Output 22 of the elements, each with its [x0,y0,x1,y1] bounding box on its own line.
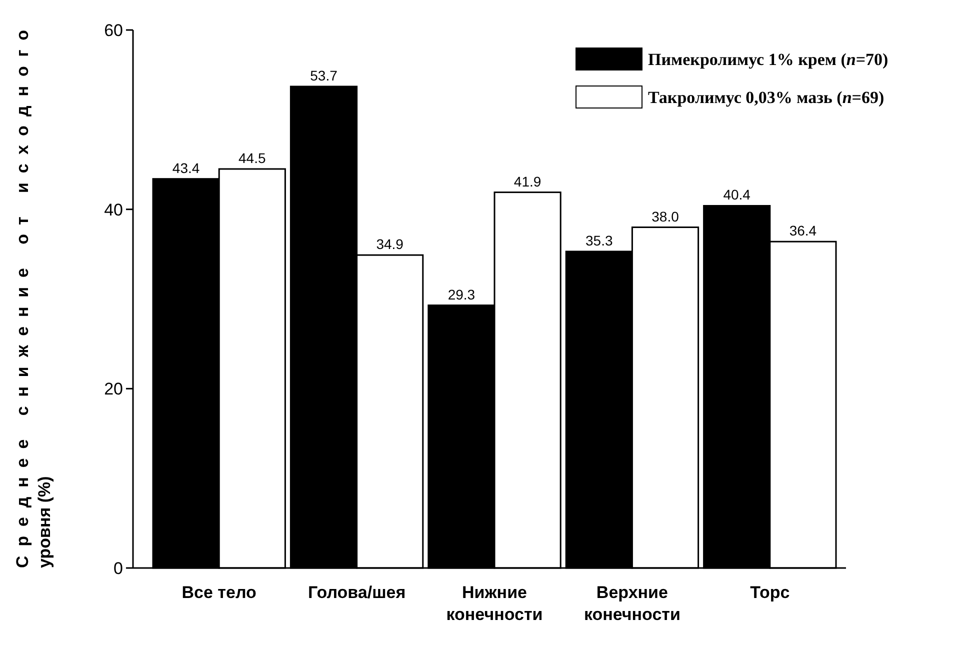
legend-label: Такролимус 0,03% мазь (n=69) [648,88,884,107]
data-label: 35.3 [586,232,613,248]
y-tick-label: 40 [104,200,123,220]
data-label: 44.5 [238,150,266,166]
y-tick-label: 0 [114,558,123,578]
data-label: 43.4 [172,160,200,176]
data-label: 36.4 [789,222,817,239]
x-tick-label: Голова/шея [308,583,406,602]
y-axis-title: Среднее снижение от исходного уровня (%) [13,30,54,568]
data-label: 41.9 [514,173,542,190]
legend-label: Пимекролимус 1% крем (n=70) [648,50,888,69]
y-tick-label: 20 [104,380,123,399]
data-label: 53.7 [310,67,338,84]
data-label: 34.9 [376,236,404,252]
x-tick-label: Нижние конечности [446,583,543,624]
data-label: 29.3 [448,286,476,302]
x-tick-label: Все тело [182,583,256,602]
data-label: 38.0 [652,208,680,224]
x-tick-label: Верхние конечности [584,583,680,624]
y-tick-label: 60 [104,20,123,40]
x-tick-label: Торс [750,583,790,602]
data-label: 40.4 [723,186,751,203]
